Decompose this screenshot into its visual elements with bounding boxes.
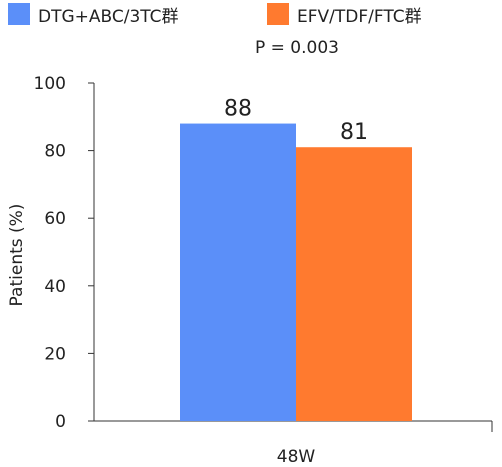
- legend-label-dtg: DTG+ABC/3TC群: [38, 7, 179, 27]
- y-tick-label-100: 100: [34, 74, 66, 94]
- x-tick-label-48w: 48W: [277, 447, 316, 467]
- data-labels: 88 81: [224, 97, 368, 146]
- y-tick-label-40: 40: [44, 277, 66, 297]
- bar-dtg: [180, 123, 296, 421]
- legend-swatch-dtg: [8, 3, 30, 25]
- y-ticks: 0 20 40 60 80 100: [34, 74, 94, 432]
- y-tick-label-60: 60: [44, 209, 66, 229]
- y-axis-title: Patients (%): [7, 204, 27, 307]
- y-tick-label-20: 20: [44, 344, 66, 364]
- y-tick-label-80: 80: [44, 142, 66, 162]
- legend: DTG+ABC/3TC群 EFV/TDF/FTC群: [8, 3, 422, 27]
- data-label-dtg: 88: [224, 97, 252, 122]
- bar-efv: [296, 147, 412, 421]
- data-label-efv: 81: [340, 120, 368, 145]
- legend-swatch-efv: [267, 3, 289, 25]
- y-tick-label-0: 0: [55, 412, 66, 432]
- legend-label-efv: EFV/TDF/FTC群: [297, 7, 422, 27]
- p-value-annotation: P = 0.003: [255, 38, 339, 58]
- bars: [180, 123, 412, 421]
